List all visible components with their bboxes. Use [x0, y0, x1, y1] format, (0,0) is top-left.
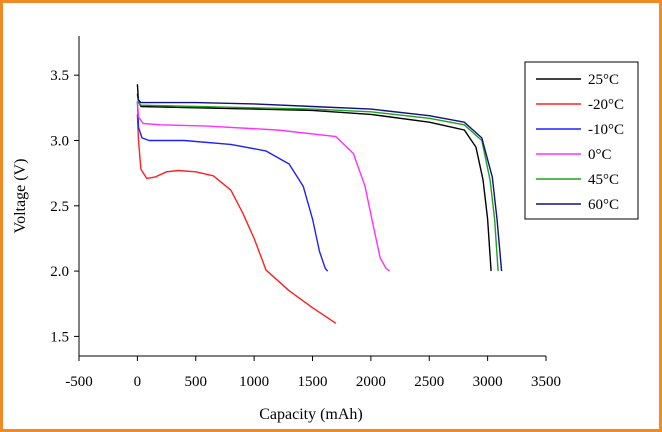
series-line: [136, 94, 499, 272]
x-tick-label: -500: [65, 374, 93, 390]
series-line: [136, 101, 391, 272]
y-ticks: 1.5 2.0 2.5 3.0 3.5: [50, 68, 79, 345]
y-tick-label: 2.5: [50, 199, 69, 215]
x-tick-label: 3000: [473, 374, 503, 390]
x-tick-label: 1000: [239, 374, 269, 390]
x-tick-label: 500: [185, 374, 208, 390]
y-tick-label: 2.0: [50, 264, 69, 280]
x-tick-label: 2000: [356, 374, 386, 390]
legend-box: [524, 61, 639, 220]
legend-label: -20°C: [588, 97, 624, 113]
x-tick-label: 2500: [414, 374, 444, 390]
y-tick-label: 3.0: [50, 133, 69, 149]
legend-label: 0°C: [588, 147, 612, 163]
series-line: [136, 101, 329, 272]
y-tick-label: 1.5: [50, 329, 69, 345]
series-line: [136, 84, 492, 272]
x-tick-label: 3500: [531, 374, 561, 390]
y-tick-label: 3.5: [50, 68, 69, 84]
legend-label: 60°C: [588, 197, 619, 213]
x-ticks: -500 0 500 1000 1500 2000 2500 3000 3500: [65, 356, 561, 390]
x-tick-label: 0: [134, 374, 142, 390]
plot-area: -500 0 500 1000 1500 2000 2500 3000 3500 1.5 2.0 2…: [50, 36, 561, 390]
series-lines: [136, 84, 503, 324]
legend-label: 45°C: [588, 172, 619, 188]
legend-items: 25°C -20°C -10°C 0°C 45°C 60°C: [536, 72, 624, 213]
legend: 25°C -20°C -10°C 0°C 45°C 60°C: [524, 61, 639, 220]
x-tick-label: 1500: [298, 374, 328, 390]
series-line: [136, 114, 337, 324]
y-axis-title: Voltage (V): [12, 159, 29, 234]
x-axis-title: Capacity (mAh): [259, 406, 363, 423]
legend-label: -10°C: [588, 122, 624, 138]
legend-label: 25°C: [588, 72, 619, 88]
series-line: [136, 93, 503, 272]
